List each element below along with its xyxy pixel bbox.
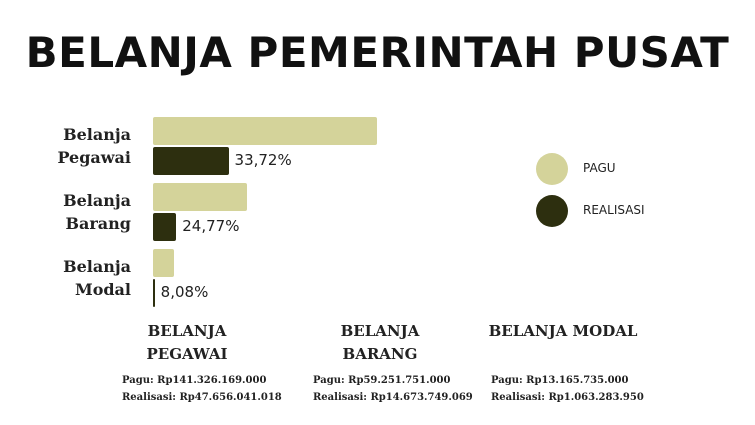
card-title: BELANJA BARANG (340, 322, 420, 363)
legend-label: REALISASI (583, 203, 645, 217)
card-realisasi: Realisasi: Rp1.063.283.950 (491, 392, 644, 403)
legend-label: PAGU (583, 161, 616, 175)
bar (153, 147, 229, 175)
bar (153, 249, 174, 277)
category-label: Belanja Modal (63, 257, 131, 299)
card-pagu: Pagu: Rp59.251.751.000 (313, 375, 451, 386)
percent-label: 24,77% (182, 217, 240, 235)
bar (153, 279, 155, 307)
bar (153, 213, 177, 241)
card-pagu: Pagu: Rp13.165.735.000 (491, 375, 629, 386)
bar (153, 183, 247, 211)
card-realisasi: Realisasi: Rp47.656.041.018 (122, 392, 282, 403)
percent-label: 8,08% (160, 283, 209, 301)
legend-marker (536, 153, 568, 185)
card-realisasi: Realisasi: Rp14.673.749.069 (313, 392, 473, 403)
card-title: BELANJA PEGAWAI (146, 322, 228, 363)
title: BELANJA PEMERINTAH PUSAT (25, 28, 730, 77)
bar (153, 117, 377, 145)
category-label: Belanja Pegawai (57, 125, 131, 167)
category-label: Belanja Barang (63, 191, 131, 233)
percent-label: 33,72% (234, 151, 292, 169)
legend-marker (536, 195, 568, 227)
card-pagu: Pagu: Rp141.326.169.000 (122, 375, 267, 386)
card-title: BELANJA MODAL (488, 322, 638, 340)
